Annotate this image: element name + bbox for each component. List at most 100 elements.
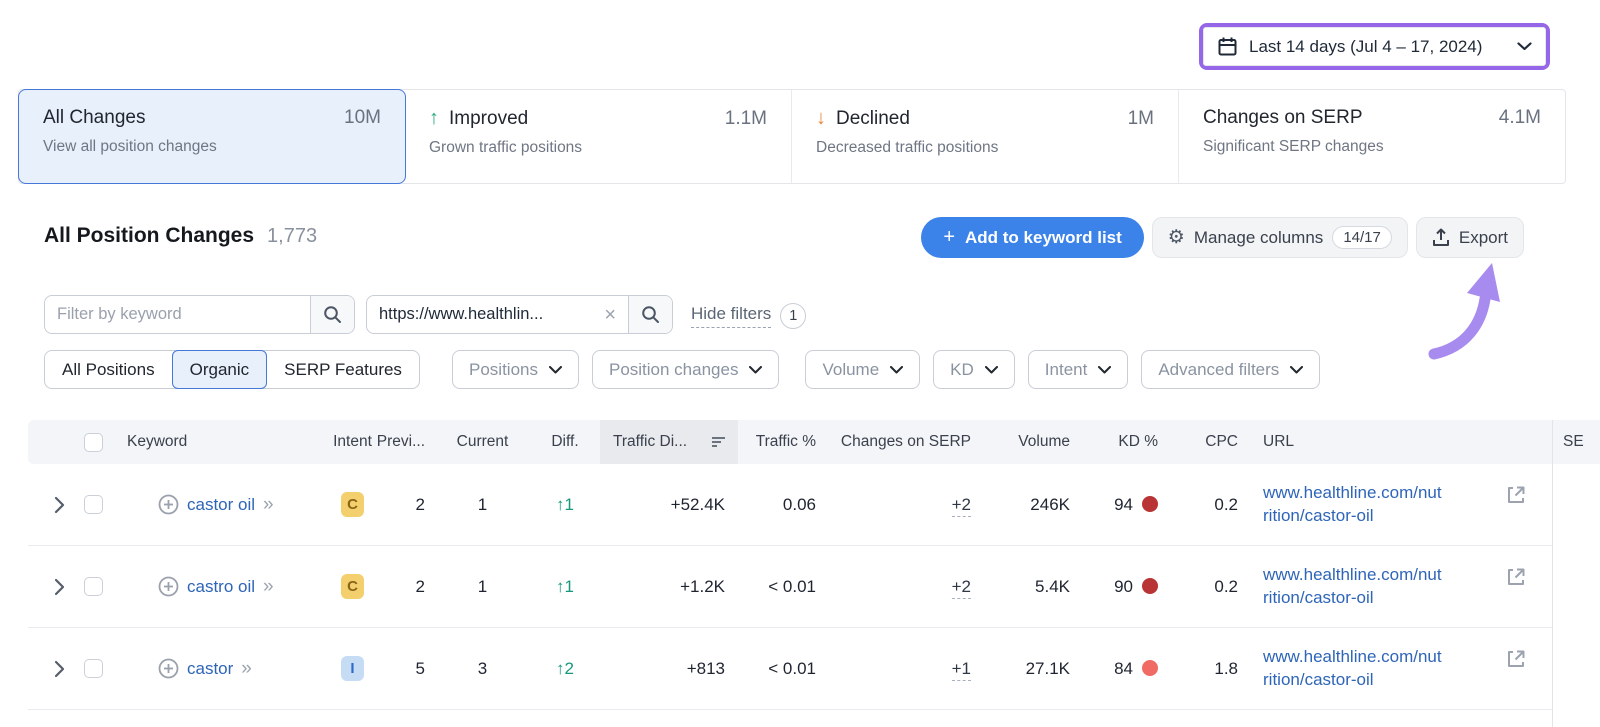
segment-all-positions[interactable]: All Positions: [62, 359, 155, 379]
url-filter-inputbox: https://www.healthlin... ×: [366, 295, 673, 334]
position-diff: ↑2: [556, 658, 574, 678]
url-link[interactable]: www.healthline.com/nut: [1263, 646, 1442, 666]
clear-icon[interactable]: ×: [604, 303, 616, 326]
row-checkbox[interactable]: [84, 577, 103, 596]
card-declined[interactable]: ↓ Declined 1M Decreased traffic position…: [792, 90, 1179, 183]
position-diff: ↑1: [556, 576, 574, 596]
header-kd[interactable]: KD %: [1118, 433, 1158, 450]
kd-dot: [1142, 577, 1158, 594]
add-keyword-icon[interactable]: [158, 494, 179, 515]
chevron-down-icon: [890, 365, 904, 373]
position-type-segments: All Positions Organic SERP Features: [44, 350, 420, 389]
search-icon: [642, 306, 659, 323]
header-url[interactable]: URL: [1263, 433, 1295, 450]
expand-row-button[interactable]: [54, 660, 78, 678]
kd-dropdown[interactable]: KD: [933, 350, 1015, 389]
kd-value: 94: [1085, 495, 1175, 515]
position-changes-dropdown[interactable]: Position changes: [591, 350, 780, 389]
add-keyword-icon[interactable]: [158, 658, 179, 679]
table-body: castor oil » C 2 1 ↑1 +52.4K 0.06 +2 246…: [28, 464, 1600, 710]
row-checkbox[interactable]: [84, 495, 103, 514]
traffic-diff: +1.2K: [680, 576, 725, 596]
header-volume[interactable]: Volume: [1018, 433, 1070, 450]
previous-position: 2: [415, 494, 425, 514]
gear-icon: ⚙︎: [1167, 227, 1185, 248]
header-current[interactable]: Current: [456, 433, 509, 450]
header-traffic-diff[interactable]: Traffic Di...: [600, 420, 738, 464]
segment-serp-features[interactable]: SERP Features: [284, 359, 402, 379]
open-keyword-icon[interactable]: »: [263, 575, 274, 597]
arrow-down-icon: ↓: [816, 107, 826, 129]
external-link-icon[interactable]: [1506, 567, 1526, 587]
card-title: All Changes: [43, 107, 146, 128]
url-filter-value: https://www.healthlin...: [379, 305, 544, 323]
url-link[interactable]: www.healthline.com/nut: [1263, 482, 1442, 502]
card-title: Changes on SERP: [1203, 107, 1363, 128]
columns-count-badge: 14/17: [1332, 226, 1392, 249]
serp-changes-link[interactable]: +2: [951, 576, 971, 599]
chevron-down-icon: [1098, 365, 1112, 373]
intent-badge: C: [341, 492, 364, 517]
header-previous[interactable]: Previ...: [376, 433, 425, 450]
date-range-selector[interactable]: Last 14 days (Jul 4 – 17, 2024): [1203, 27, 1546, 66]
external-link-icon[interactable]: [1506, 485, 1526, 505]
advanced-filters-dropdown[interactable]: Advanced filters: [1141, 350, 1321, 389]
intent-dropdown[interactable]: Intent: [1027, 350, 1129, 389]
card-all-changes[interactable]: All Changes 10M View all position change…: [18, 89, 406, 184]
expand-row-button[interactable]: [54, 496, 78, 514]
keyword-link[interactable]: castor oil: [187, 494, 256, 514]
table-row: castor oil » C 2 1 ↑1 +52.4K 0.06 +2 246…: [28, 464, 1600, 546]
positions-dropdown[interactable]: Positions: [452, 350, 579, 389]
select-all-checkbox[interactable]: [84, 432, 103, 452]
card-subtitle: Significant SERP changes: [1203, 138, 1384, 155]
header-cpc[interactable]: CPC: [1205, 433, 1238, 450]
volume-dropdown[interactable]: Volume: [805, 350, 921, 389]
toolbar-buttons: + Add to keyword list ⚙︎ Manage columns …: [921, 217, 1524, 258]
export-button[interactable]: Export: [1415, 217, 1524, 258]
chevron-down-icon: [1517, 42, 1532, 51]
export-icon: [1432, 228, 1449, 246]
open-keyword-icon[interactable]: »: [241, 657, 252, 679]
manage-columns-button[interactable]: ⚙︎ Manage columns 14/17: [1151, 217, 1408, 258]
active-filters-badge: 1: [780, 303, 807, 329]
intent-badge: I: [341, 656, 364, 681]
row-checkbox[interactable]: [84, 659, 103, 678]
open-keyword-icon[interactable]: »: [263, 493, 274, 515]
previous-position: 2: [415, 576, 425, 596]
chevron-right-icon: [54, 578, 65, 595]
segment-organic[interactable]: Organic: [171, 350, 268, 389]
traffic-pct: < 0.01: [768, 576, 816, 596]
header-keyword[interactable]: Keyword: [127, 433, 188, 450]
serp-changes-link[interactable]: +1: [951, 658, 971, 681]
card-subtitle: Decreased traffic positions: [816, 139, 999, 156]
header-diff[interactable]: Diff.: [551, 433, 579, 450]
hide-filters-link[interactable]: Hide filters 1: [691, 303, 807, 329]
header-changes-on-serp[interactable]: Changes on SERP: [840, 433, 971, 450]
serp-changes-link[interactable]: +2: [951, 494, 971, 517]
card-title: Improved: [449, 107, 529, 129]
url-search-button[interactable]: [628, 296, 672, 333]
add-to-keyword-list-button[interactable]: + Add to keyword list: [921, 217, 1144, 258]
table-header: Keyword Intent Previ... Current Diff. Tr…: [28, 420, 1600, 464]
keyword-filter-input[interactable]: Filter by keyword: [45, 296, 310, 333]
intent-badge: C: [341, 574, 364, 599]
keyword-link[interactable]: castro oil: [187, 576, 256, 596]
external-link-icon[interactable]: [1506, 649, 1526, 669]
keyword-link[interactable]: castor: [187, 658, 234, 678]
card-improved[interactable]: ↑ Improved 1.1M Grown traffic positions: [405, 90, 792, 183]
keyword-search-button[interactable]: [310, 296, 354, 333]
add-keyword-icon[interactable]: [158, 576, 179, 597]
calendar-icon: [1218, 37, 1237, 56]
date-range-annotation: Last 14 days (Jul 4 – 17, 2024): [1199, 23, 1550, 70]
url-filter-input[interactable]: https://www.healthlin... ×: [367, 296, 628, 333]
card-subtitle: View all position changes: [43, 138, 217, 155]
current-position: 1: [477, 494, 488, 514]
header-intent[interactable]: Intent: [333, 433, 372, 450]
header-traffic-pct[interactable]: Traffic %: [755, 433, 816, 450]
kd-dot: [1142, 495, 1158, 512]
section-header: All Position Changes 1,773: [44, 224, 317, 248]
url-link[interactable]: www.healthline.com/nut: [1263, 564, 1442, 584]
expand-row-button[interactable]: [54, 578, 78, 596]
card-changes-on-serp[interactable]: Changes on SERP 4.1M Significant SERP ch…: [1179, 90, 1565, 183]
